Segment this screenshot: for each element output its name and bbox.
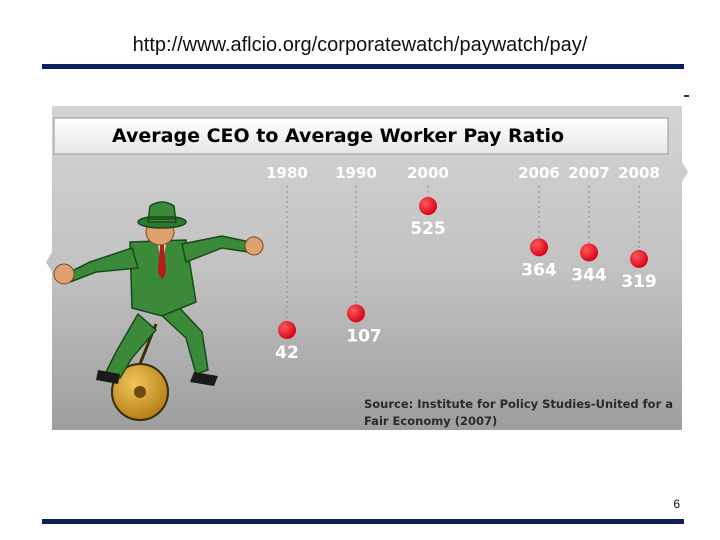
- corner-dash: [684, 95, 689, 97]
- chart-figure: Average CEO to Average Worker Pay Ratio: [46, 102, 688, 436]
- bottom-rule: [42, 519, 684, 524]
- value-label-2008: 319: [621, 272, 657, 292]
- chart-title: Average CEO to Average Worker Pay Ratio: [112, 125, 564, 147]
- chart-panel: [46, 106, 688, 430]
- businessman-unicycle-illustration: [53, 201, 264, 421]
- value-label-2000: 525: [410, 219, 446, 239]
- top-rule: [42, 64, 684, 69]
- year-label-2006: 2006: [518, 164, 560, 182]
- chart-marks: 1980 42 1990 107 2000 525 2006 364 2007 344 2008 31…: [266, 164, 660, 363]
- data-point-2000: [419, 197, 437, 215]
- data-point-2007: [580, 243, 598, 262]
- data-point-1990: [347, 304, 365, 323]
- value-label-2007: 344: [571, 265, 607, 285]
- value-label-1990: 107: [346, 326, 382, 346]
- source-line-1: Source: Institute for Policy Studies-Uni…: [364, 397, 673, 411]
- year-label-2008: 2008: [618, 164, 660, 182]
- title-banner: [53, 117, 669, 155]
- data-point-2008: [630, 249, 648, 268]
- source-line-2: Fair Economy (2007): [364, 414, 497, 428]
- value-label-1980: 42: [275, 343, 299, 363]
- slide-url-text: http://www.aflcio.org/corporatewatch/pay…: [132, 34, 588, 56]
- fedora-hat-icon: [137, 201, 187, 229]
- year-label-2000: 2000: [407, 164, 449, 182]
- data-point-2006: [530, 238, 548, 257]
- data-point-1980: [278, 321, 296, 339]
- year-label-2007: 2007: [568, 164, 610, 182]
- chart-svg: Average CEO to Average Worker Pay Ratio: [46, 106, 688, 430]
- year-label-1980: 1980: [266, 164, 308, 182]
- page-number: 6: [673, 497, 680, 511]
- value-label-2006: 364: [521, 260, 557, 280]
- year-label-1990: 1990: [335, 164, 377, 182]
